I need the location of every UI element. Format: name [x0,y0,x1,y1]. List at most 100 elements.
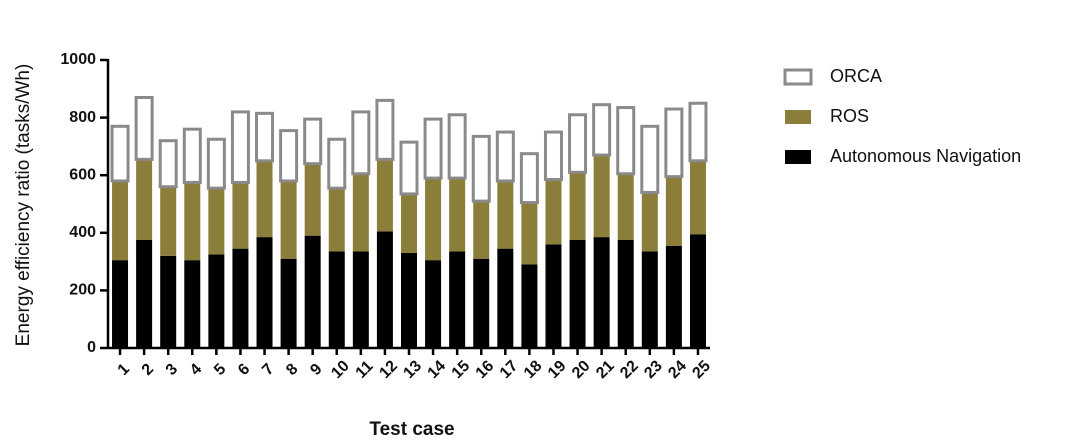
bar-segment [158,139,178,189]
bar-segment [545,244,562,348]
bar-segment [425,260,442,348]
bar-segment [641,251,658,348]
bar-segment [471,134,491,203]
legend-label: ROS [830,106,869,126]
x-tick-label: 13 [400,357,425,382]
bar-segment [399,140,419,196]
bar-segment [232,248,249,348]
bar-segment [447,113,467,180]
bar-segment [232,182,249,249]
bar-segment [688,101,708,163]
x-tick-label: 12 [376,357,401,382]
bar-segment [112,260,129,348]
y-tick-label: 1000 [60,51,96,68]
bar-segment [665,245,682,348]
bar-segment [521,264,538,348]
bar-segment [497,248,514,348]
x-tick-label: 14 [425,357,450,382]
bar-segment [110,124,130,183]
bar-segment [136,240,153,348]
bar-segment [206,137,226,190]
y-tick-label: 800 [69,109,96,126]
bar-segment [352,251,369,348]
bar-segment [617,240,634,348]
bar-segment [160,255,177,348]
y-tick-label: 600 [69,166,96,183]
x-tick-label: 4 [187,361,205,379]
bar-segment [521,202,538,265]
x-tick-label: 11 [353,358,377,382]
x-tick-label: 8 [283,361,301,379]
bar-segment [304,163,321,236]
x-tick-label: 24 [665,357,690,382]
bar-segment [425,178,442,261]
y-axis-title: Energy efficiency ratio (tasks/Wh) [13,64,34,347]
x-tick-label: 17 [497,357,522,382]
bar-segment [689,160,706,235]
bar-segment [352,173,369,252]
bar-segment [255,111,275,163]
bar-segment [304,235,321,348]
bar-segment [592,103,612,157]
bar-segment [280,258,297,348]
bar-segment [495,130,515,183]
y-tick-label: 0 [87,339,96,356]
x-tick-label: 7 [259,361,277,379]
bar-segment [328,251,345,348]
bar-segment [256,160,273,238]
bar-segment [473,258,490,348]
legend-swatch [783,68,813,86]
x-tick-label: 10 [328,357,353,382]
bar-segment [473,201,490,259]
bar-segment [569,240,586,348]
bar-segment [184,182,201,261]
bar-segment [328,188,345,252]
bar-segment [545,179,562,245]
bar-segment [327,137,347,190]
bar-segment [497,180,514,249]
bar-segment [569,172,586,240]
x-tick-label: 6 [235,361,253,379]
bar-segment [593,155,610,238]
x-tick-label: 19 [545,357,570,382]
bar-segment [256,237,273,348]
x-tick-label: 15 [449,357,474,382]
bar-segment [689,234,706,348]
x-tick-label: 5 [211,361,229,379]
bar-segment [665,176,682,246]
y-tick-label: 200 [69,282,96,299]
bar-segment [449,178,466,252]
bar-segment [401,193,417,253]
bar-segment [641,192,658,252]
bar-segment [303,117,323,166]
bar-segment [208,188,225,255]
x-tick-label: 21 [593,357,618,382]
bar-segment [640,124,660,194]
bar-segment [593,237,610,348]
x-tick-label: 1 [115,361,133,379]
x-tick-label: 20 [569,357,594,382]
bar-segment [543,130,563,182]
bar-segment [208,254,225,348]
y-tick-label: 400 [69,224,96,241]
bar-segment [279,129,299,183]
bar-segment [375,98,395,161]
bar-segment [664,107,684,179]
bar-segment [617,173,634,240]
x-tick-label: 2 [139,361,157,379]
bar-segment [423,117,443,180]
bar-segment [519,152,539,205]
bar-segment [184,260,201,348]
x-tick-label: 23 [641,357,666,382]
bar-segment [376,159,393,232]
bar-segment [280,180,297,259]
bar-segment [182,127,202,184]
bar-segment [351,110,371,176]
bar-segment [112,180,129,261]
bar-segment [401,252,417,348]
bar-segment [136,159,153,240]
bar-segment [616,106,636,176]
x-tick-label: 3 [163,361,181,379]
x-tick-label: 9 [307,361,325,379]
